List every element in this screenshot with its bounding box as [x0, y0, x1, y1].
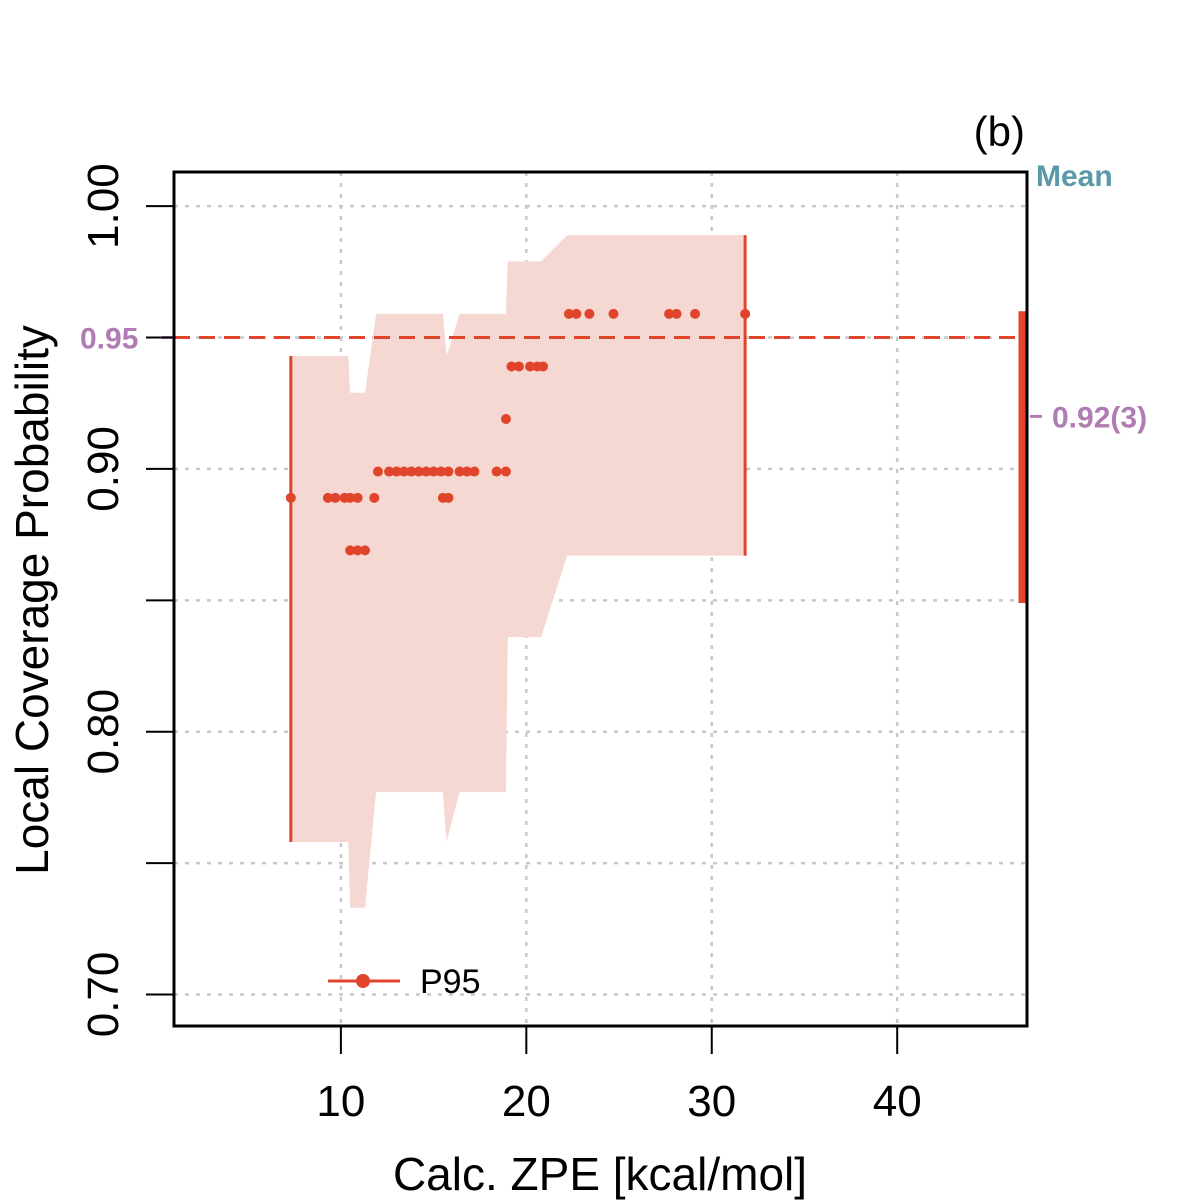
data-point: [428, 466, 439, 477]
data-point: [285, 492, 296, 503]
data-point: [413, 466, 424, 477]
data-point: [352, 545, 363, 556]
data-point: [384, 466, 395, 477]
data-points: [285, 308, 751, 556]
data-point: [369, 492, 380, 503]
panel-label: (b): [974, 108, 1025, 155]
data-point: [571, 308, 582, 319]
data-point: [372, 466, 383, 477]
data-point: [391, 466, 402, 477]
data-point: [398, 466, 409, 477]
legend-marker: [356, 974, 370, 988]
data-point: [421, 466, 432, 477]
data-point: [525, 361, 536, 372]
mean-value-label: 0.92(3): [1052, 401, 1147, 434]
plot-frame: [172, 170, 1029, 1028]
legend: P95: [328, 963, 481, 1001]
data-point: [454, 466, 465, 477]
data-point: [461, 466, 472, 477]
y-tick-label: 0.90: [79, 426, 128, 512]
data-point: [563, 308, 574, 319]
data-point: [664, 308, 675, 319]
data-point: [443, 492, 454, 503]
data-point: [671, 308, 682, 319]
data-point: [322, 492, 333, 503]
x-axis-label: Calc. ZPE [kcal/mol]: [393, 1148, 807, 1200]
data-point: [608, 308, 619, 319]
x-tick-label: 40: [873, 1077, 922, 1126]
data-point: [436, 466, 447, 477]
data-point: [500, 414, 511, 425]
data-point: [345, 545, 356, 556]
x-axis: 10 20 30 40: [316, 1026, 922, 1126]
confidence-band-layer: [290, 235, 746, 908]
data-point: [584, 308, 595, 319]
confidence-band: [290, 235, 746, 908]
y-tick-label: 1.00: [79, 163, 128, 249]
data-point: [443, 466, 454, 477]
mean-title: Mean: [1036, 160, 1113, 193]
y-tick-label: 0.70: [79, 952, 128, 1038]
data-point: [352, 492, 363, 503]
interval-layer: [289, 235, 747, 843]
data-point: [345, 492, 356, 503]
y-tick-label: 0.80: [79, 689, 128, 775]
data-point: [500, 466, 511, 477]
x-tick-label: 20: [502, 1077, 551, 1126]
x-tick-label: 10: [316, 1077, 365, 1126]
y-axis: 0.70 0.80 0.90 1.00: [79, 163, 174, 1037]
legend-label: P95: [420, 963, 481, 1001]
y-axis-label: Local Coverage Probability: [6, 325, 58, 875]
data-point: [513, 361, 524, 372]
data-point: [740, 308, 751, 319]
data-point: [469, 466, 480, 477]
data-point: [506, 361, 517, 372]
target-value-label: 0.95: [80, 323, 138, 356]
x-tick-label: 30: [687, 1077, 736, 1126]
data-point: [491, 466, 502, 477]
data-point: [538, 361, 549, 372]
data-point: [359, 545, 370, 556]
data-point: [690, 308, 701, 319]
data-point: [406, 466, 417, 477]
data-point: [330, 492, 341, 503]
mean-marker-layer: [1018, 311, 1042, 603]
